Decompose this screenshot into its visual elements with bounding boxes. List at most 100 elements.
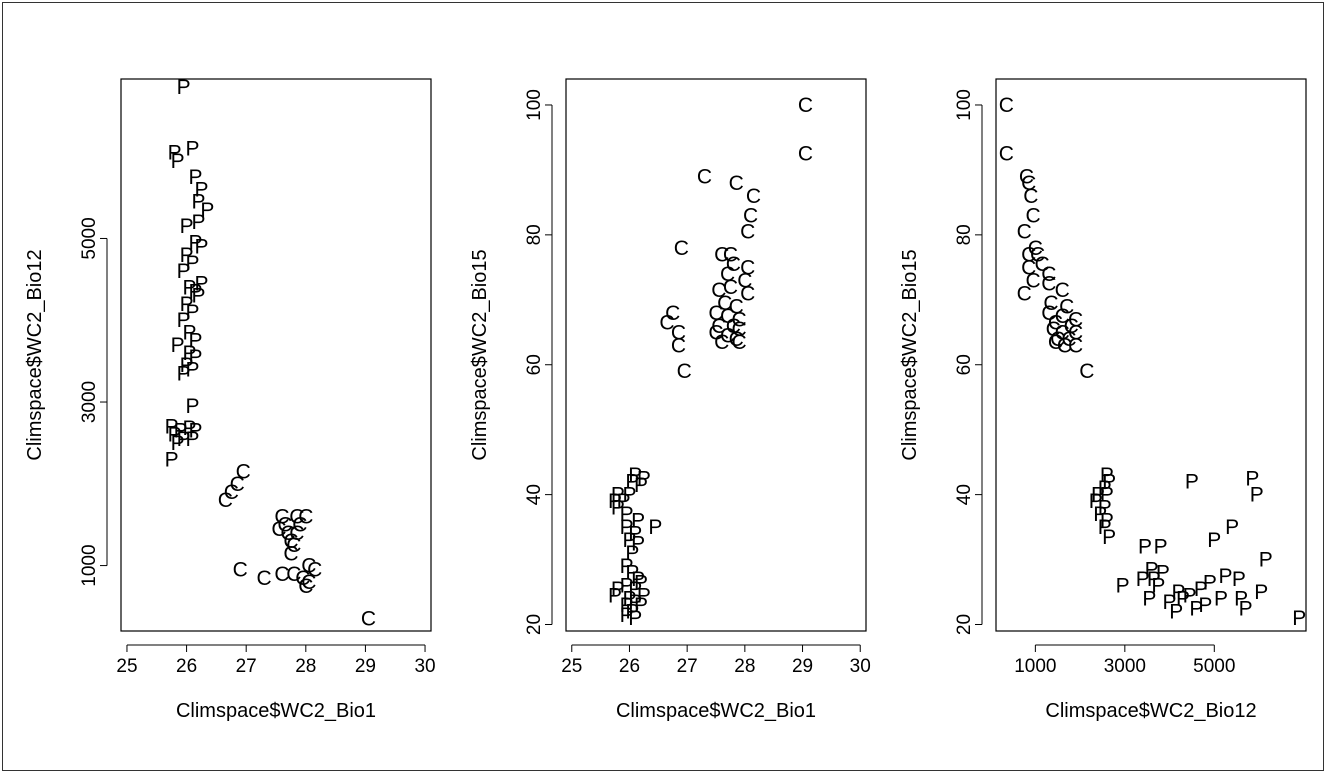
data-point: C (361, 608, 376, 631)
data-point: C (720, 325, 735, 348)
data-point: C (1021, 243, 1036, 266)
data-point: P (186, 395, 200, 418)
data-point: P (177, 260, 191, 283)
data-point: C (740, 256, 755, 279)
data-point: C (708, 321, 723, 344)
data-point: C (1021, 172, 1036, 195)
data-point: C (1041, 273, 1056, 296)
data-point: P (1218, 565, 1232, 588)
data-point: C (1021, 256, 1036, 279)
data-point: C (271, 518, 286, 541)
data-point: C (746, 185, 761, 208)
data-point: P (620, 555, 634, 578)
data-point: C (1061, 328, 1076, 351)
data-point: P (189, 166, 203, 189)
data-point: C (301, 571, 316, 594)
data-point: P (625, 471, 639, 494)
data-point: C (289, 522, 304, 545)
y-tick-label: 80 (954, 224, 975, 245)
data-point: P (180, 244, 194, 267)
data-point: C (230, 473, 245, 496)
data-point: P (628, 607, 642, 630)
data-point: P (1102, 471, 1116, 494)
data-point: P (1259, 549, 1273, 572)
data-point: P (1100, 464, 1114, 487)
x-axis-title: Climspace$WC2_Bio1 (616, 700, 816, 722)
x-tick-label: 30 (850, 656, 871, 677)
data-point: C (740, 221, 755, 244)
data-point: P (1091, 484, 1105, 507)
data-point: P (1147, 568, 1161, 591)
data-point: C (1043, 292, 1058, 315)
data-point: C (729, 295, 744, 318)
data-point: C (723, 276, 738, 299)
x-tick-label: 29 (792, 656, 813, 677)
plot-box (120, 78, 432, 632)
data-point: P (1198, 594, 1212, 617)
data-point: P (189, 330, 203, 353)
data-point: C (1068, 308, 1083, 331)
data-point: P (628, 464, 642, 487)
data-point: P (608, 490, 622, 513)
data-point: P (1100, 510, 1114, 533)
y-axis-title: Climspace$WC2_Bio15 (899, 249, 921, 460)
data-point: C (737, 269, 752, 292)
data-point: P (648, 516, 662, 539)
data-point: C (1019, 165, 1034, 188)
data-point: P (183, 342, 197, 365)
data-point: C (720, 305, 735, 328)
data-point: P (622, 529, 636, 552)
data-point: P (608, 584, 622, 607)
data-point: C (1030, 243, 1045, 266)
data-point: C (674, 237, 689, 260)
data-point: P (1138, 536, 1152, 559)
data-point: C (1017, 282, 1032, 305)
data-point: P (622, 484, 636, 507)
data-point: P (620, 594, 634, 617)
data-point: C (298, 575, 313, 598)
data-point: P (637, 467, 651, 490)
x-tick-label: 30 (414, 656, 435, 677)
plot-box (995, 78, 1307, 632)
data-point: P (611, 497, 625, 520)
data-point: C (1068, 321, 1083, 344)
data-point: C (671, 321, 686, 344)
data-point: C (1041, 302, 1056, 325)
x-tick-label: 25 (561, 656, 582, 677)
y-tick-label: 1000 (79, 544, 100, 586)
data-point: P (625, 562, 639, 585)
data-point: C (1055, 305, 1070, 328)
data-point: P (1185, 471, 1199, 494)
data-point: C (283, 542, 298, 565)
data-point: P (1102, 526, 1116, 549)
data-point: C (1017, 221, 1032, 244)
data-point: C (659, 312, 674, 335)
data-point: P (177, 428, 191, 451)
y-tick-label: 5000 (79, 217, 100, 259)
data-point: P (1163, 591, 1177, 614)
data-point: P (177, 76, 191, 99)
x-tick-label: 29 (355, 656, 376, 677)
data-point: C (283, 530, 298, 553)
data-point: P (1154, 536, 1168, 559)
data-point: C (726, 253, 741, 276)
data-point: P (1225, 516, 1239, 539)
data-point: P (1292, 607, 1306, 630)
data-point: P (177, 309, 191, 332)
data-point: C (999, 143, 1014, 166)
y-tick-label: 20 (954, 614, 975, 635)
data-point: P (183, 322, 197, 345)
y-tick-label: 20 (524, 614, 545, 635)
data-point: P (1169, 601, 1183, 624)
data-point: P (189, 420, 203, 443)
data-point: C (731, 318, 746, 341)
data-point: P (194, 178, 208, 201)
data-point: P (634, 571, 648, 594)
y-tick-label: 60 (524, 354, 545, 375)
x-tick-label: 27 (677, 656, 698, 677)
data-point: P (1232, 568, 1246, 591)
data-point: P (611, 484, 625, 507)
data-point: C (218, 489, 233, 512)
data-point: P (180, 293, 194, 316)
data-point: P (186, 252, 200, 275)
